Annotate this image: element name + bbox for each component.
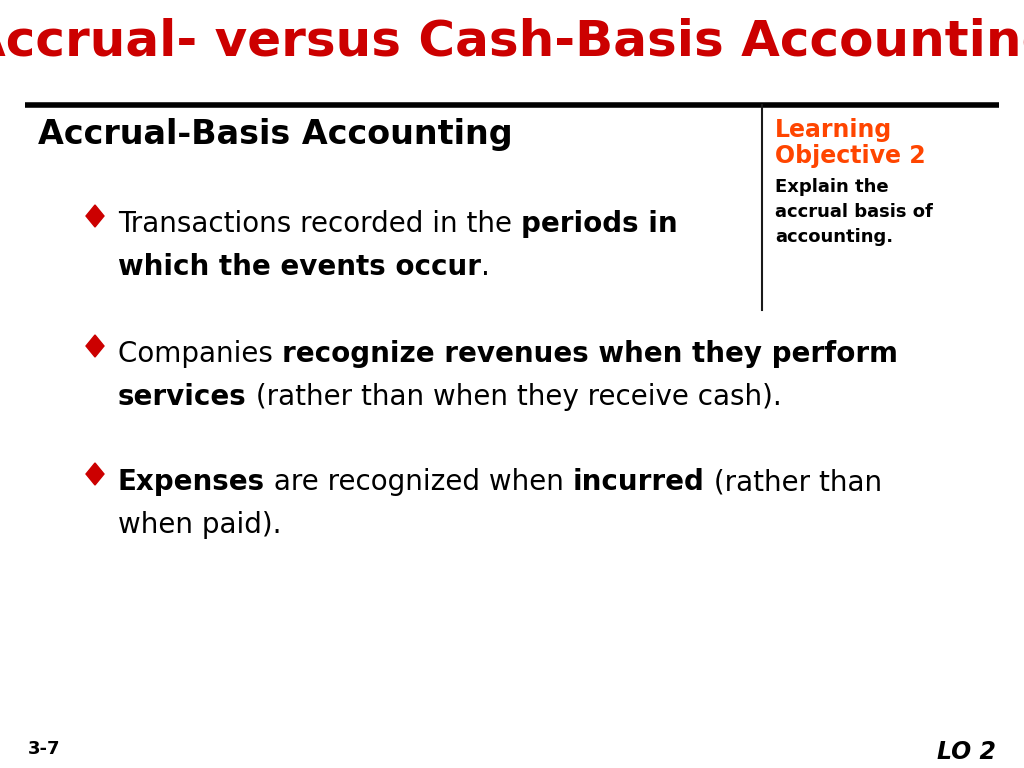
Text: are recognized when: are recognized when [265, 468, 572, 496]
Text: services: services [118, 383, 247, 411]
Polygon shape [86, 463, 104, 485]
Text: (rather than: (rather than [705, 468, 882, 496]
Text: when paid).: when paid). [118, 511, 282, 539]
Text: Transactions recorded in the: Transactions recorded in the [118, 210, 521, 238]
Polygon shape [86, 205, 104, 227]
Text: which the events occur: which the events occur [118, 253, 481, 281]
Text: 3-7: 3-7 [28, 740, 60, 758]
Text: LO 2: LO 2 [937, 740, 996, 764]
Text: periods in: periods in [521, 210, 678, 238]
Text: recognize revenues when they perform: recognize revenues when they perform [282, 340, 898, 368]
Text: Explain the
accrual basis of
accounting.: Explain the accrual basis of accounting. [775, 178, 933, 246]
Text: Learning: Learning [775, 118, 892, 142]
Text: Expenses: Expenses [118, 468, 265, 496]
Text: (rather than when they receive cash).: (rather than when they receive cash). [247, 383, 781, 411]
Polygon shape [86, 335, 104, 357]
Text: Companies: Companies [118, 340, 282, 368]
Text: Accrual-Basis Accounting: Accrual-Basis Accounting [38, 118, 513, 151]
Text: Objective 2: Objective 2 [775, 144, 926, 168]
Text: Accrual- versus Cash-Basis Accounting: Accrual- versus Cash-Basis Accounting [0, 18, 1024, 66]
Text: .: . [481, 253, 489, 281]
Text: incurred: incurred [572, 468, 705, 496]
